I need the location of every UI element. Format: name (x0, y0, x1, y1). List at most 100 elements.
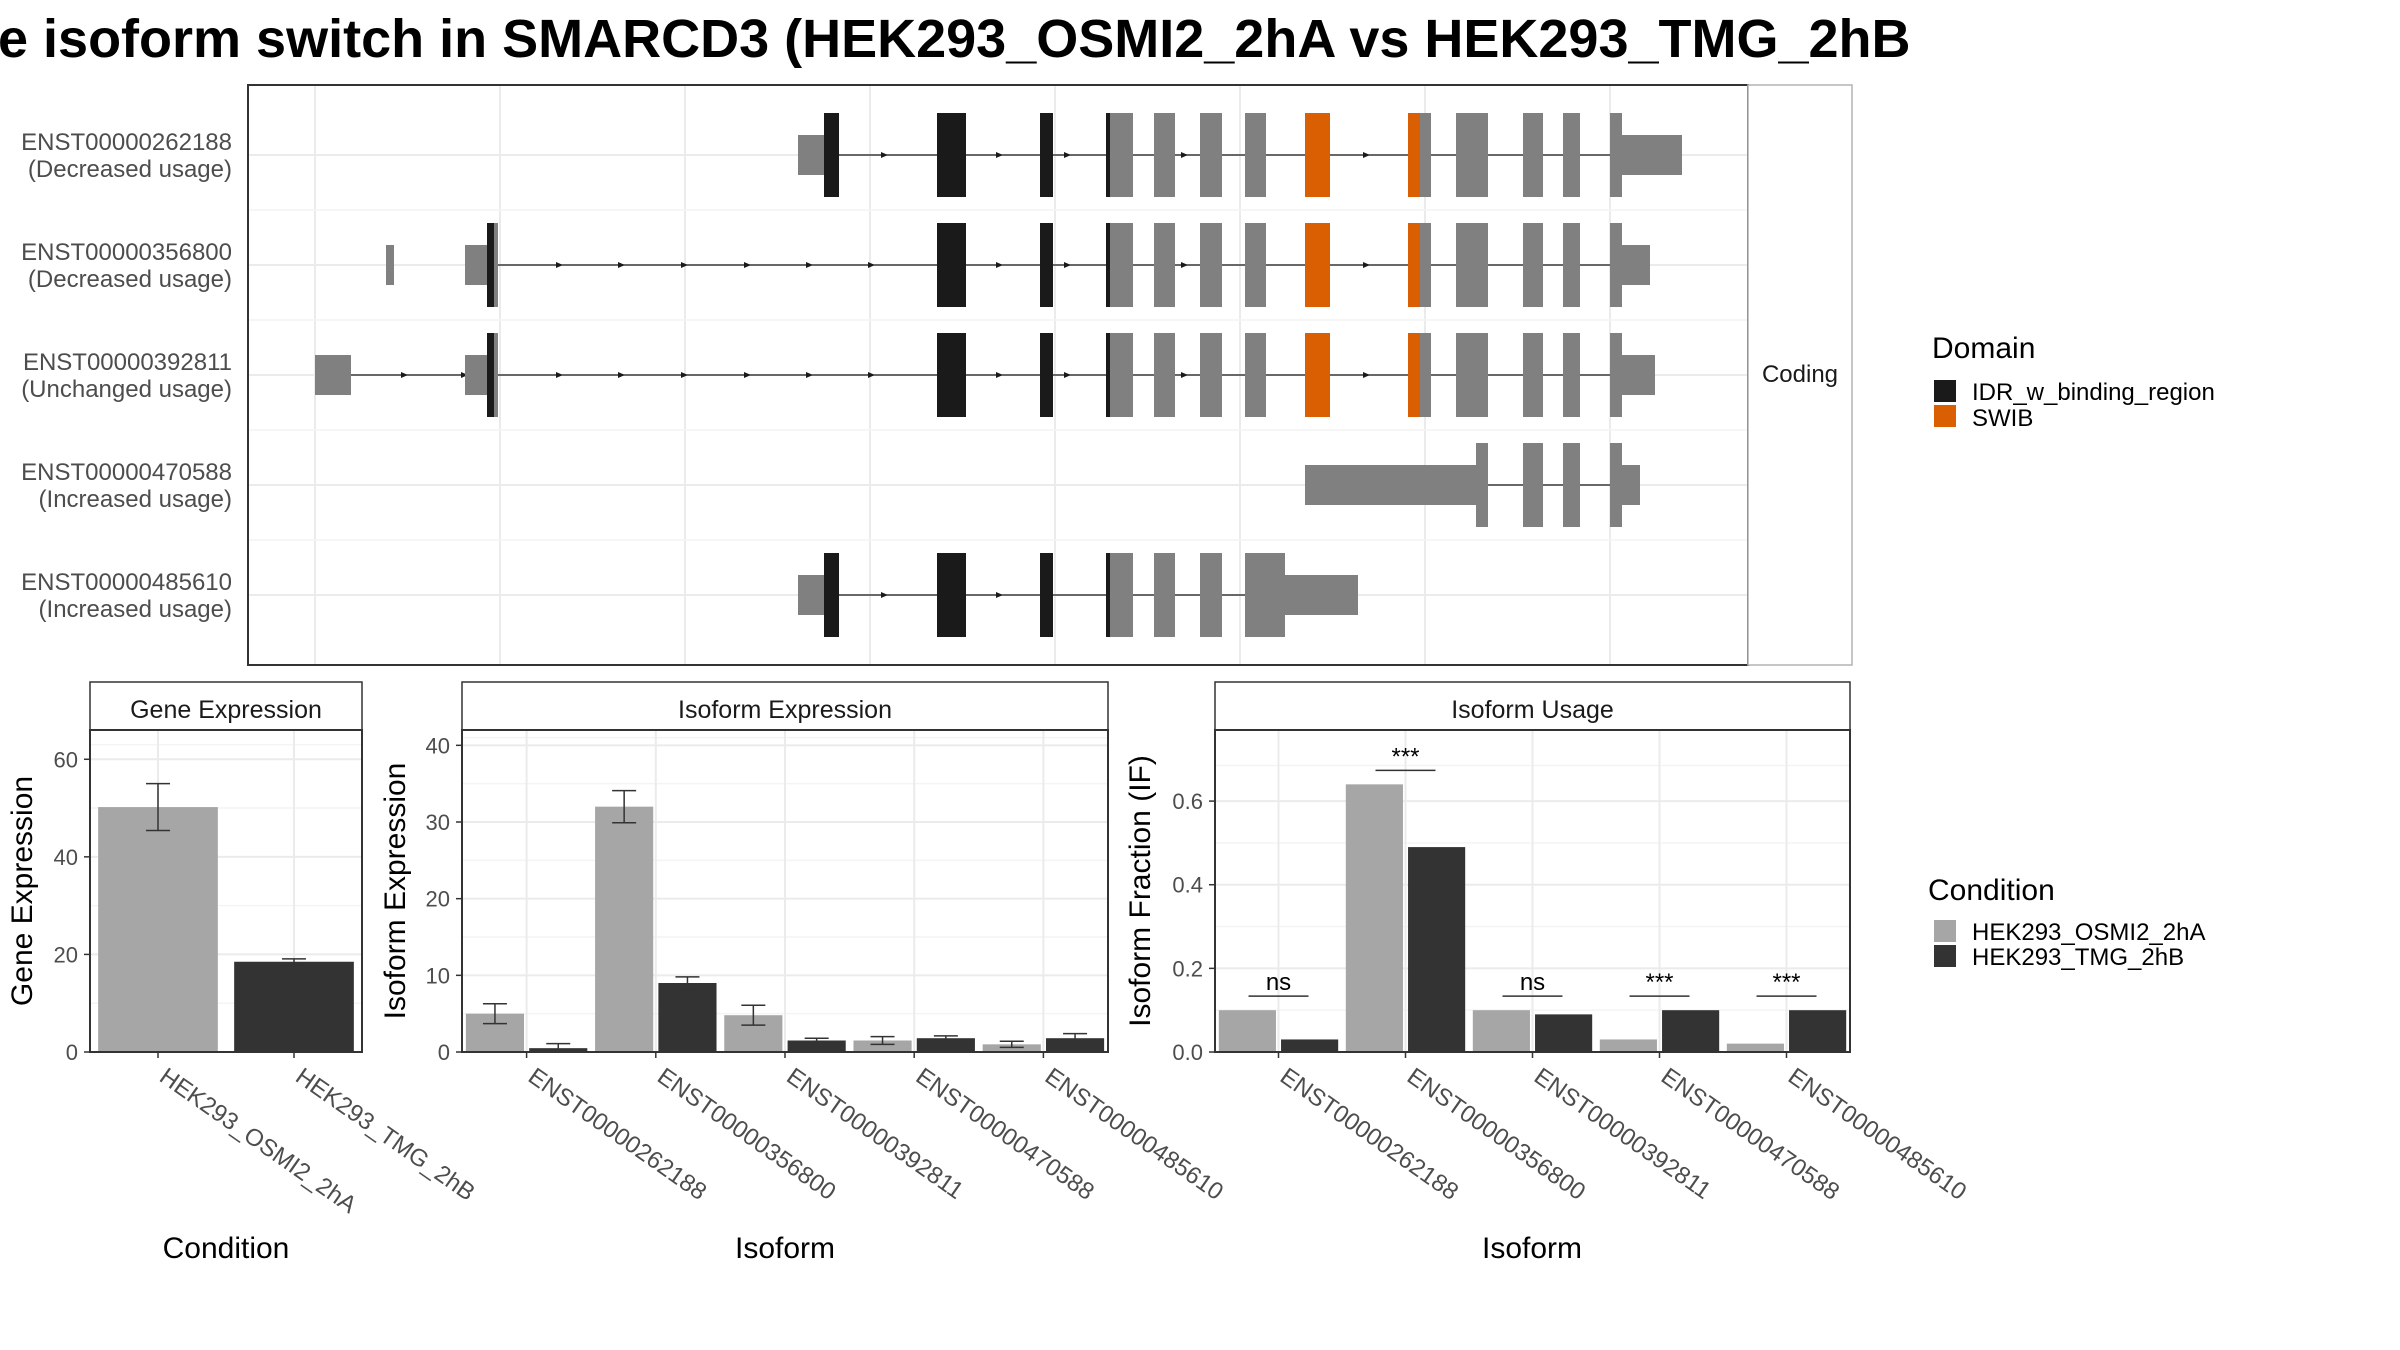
exon-block (487, 333, 494, 417)
exon-block (1420, 113, 1431, 197)
isoform-expression-chart: Isoform Expression010203040ENST000002621… (379, 681, 1228, 1265)
exon-block (1456, 223, 1488, 307)
strand-arrow-icon (744, 372, 751, 378)
transcript-structure (1305, 443, 1640, 527)
legend-label-cond-a: HEK293_OSMI2_2hA (1972, 919, 2205, 946)
panel-strip (461, 681, 1109, 731)
exon-block (1420, 333, 1431, 417)
exon-block (494, 333, 498, 417)
transcript-status-label: (Unchanged usage) (21, 376, 232, 403)
transcript-structures (315, 113, 1682, 637)
exon-block (1106, 333, 1110, 417)
exon-block (798, 135, 824, 175)
transcript-panel: Coding ENST00000262188(Decreased usage)E… (21, 84, 1853, 666)
transcript-status-label: (Increased usage) (39, 486, 232, 513)
exon-block (1305, 465, 1476, 505)
exon-block (1106, 553, 1110, 637)
transcript-structure (386, 223, 1650, 307)
exon-block (1040, 223, 1053, 307)
y-tick-label: 0.4 (1172, 873, 1203, 898)
exon-block (1456, 333, 1488, 417)
exon-block (1245, 223, 1266, 307)
exon-block (1154, 553, 1175, 637)
transcript-status-label: (Increased usage) (39, 596, 232, 623)
exon-block (1285, 575, 1358, 615)
strand-arrow-icon (1363, 152, 1370, 158)
legend-label-cond-b: HEK293_TMG_2hB (1972, 944, 2184, 971)
y-tick-label: 0.0 (1172, 1040, 1203, 1065)
significance-label: *** (1772, 969, 1800, 996)
bar (982, 1044, 1041, 1052)
strand-arrow-icon (996, 262, 1003, 268)
strand-arrow-icon (556, 372, 563, 378)
bar (1281, 1039, 1339, 1052)
exon-block (1154, 223, 1175, 307)
bar (1408, 847, 1466, 1052)
bar (1599, 1039, 1657, 1052)
exon-block (1563, 223, 1580, 307)
exon-block (1200, 333, 1222, 417)
y-tick-label: 20 (54, 942, 78, 967)
y-tick-label: 0.6 (1172, 789, 1203, 814)
strand-arrow-icon (1181, 262, 1188, 268)
legend-key-cond-a (1934, 920, 1956, 942)
y-axis-title: Isoform Expression (379, 763, 412, 1020)
exon-block (1305, 333, 1330, 417)
panel-frame (89, 729, 363, 1053)
transcript-structure (315, 333, 1655, 417)
exon-block (937, 223, 966, 307)
strand-arrow-icon (996, 152, 1003, 158)
bar (1218, 1010, 1276, 1052)
bar (1472, 1010, 1530, 1052)
panel-title: Gene Expression (130, 696, 322, 724)
strand-arrow-icon (1181, 372, 1188, 378)
y-tick-label: 0 (438, 1040, 450, 1065)
exon-block (937, 113, 966, 197)
exon-block (1245, 113, 1266, 197)
bar (1662, 1010, 1720, 1052)
y-tick-label: 60 (54, 747, 78, 772)
exon-block (1610, 333, 1622, 417)
bar (98, 807, 218, 1052)
exon-block (1200, 113, 1222, 197)
strand-arrow-icon (1064, 372, 1071, 378)
panel-title: Isoform Usage (1451, 696, 1614, 724)
panel-strip (89, 681, 363, 731)
transcript-status-label: (Decreased usage) (28, 266, 232, 293)
strand-arrow-icon (1064, 152, 1071, 158)
strand-arrow-icon (618, 262, 625, 268)
transcript-id-label: ENST00000470588 (21, 459, 232, 486)
strand-arrow-icon (881, 152, 888, 158)
exon-block (1106, 223, 1110, 307)
transcript-status-label: (Decreased usage) (28, 156, 232, 183)
strand-arrow-icon (806, 262, 813, 268)
bar (787, 1040, 846, 1052)
exon-block (1610, 223, 1622, 307)
panel-title: Isoform Expression (678, 696, 892, 724)
exon-block (1200, 553, 1222, 637)
exon-block (1476, 443, 1488, 527)
condition-legend: Condition HEK293_OSMI2_2hA HEK293_TMG_2h… (1928, 874, 2205, 971)
transcript-structure (798, 553, 1358, 637)
exon-block (494, 223, 498, 307)
legend-key-cond-b (1934, 945, 1956, 967)
exon-block (1200, 223, 1222, 307)
strand-arrow-icon (681, 262, 688, 268)
domain-legend: Domain IDR_w_binding_region SWIB (1932, 332, 2215, 432)
figure-title: e isoform switch in SMARCD3 (HEK293_OSMI… (0, 9, 1911, 69)
transcript-id-label: ENST00000262188 (21, 129, 232, 156)
exon-block (1305, 223, 1330, 307)
x-axis-title: Isoform (1482, 1232, 1582, 1265)
exon-block (1523, 113, 1543, 197)
exon-block (1408, 223, 1420, 307)
exon-block (1523, 443, 1543, 527)
exon-block (937, 333, 966, 417)
exon-block (1622, 465, 1640, 505)
transcript-id-label: ENST00000356800 (21, 239, 232, 266)
exon-block (465, 245, 487, 285)
strand-arrow-icon (401, 372, 408, 378)
strand-arrow-icon (1064, 262, 1071, 268)
y-tick-label: 0 (66, 1040, 78, 1065)
bar (658, 983, 717, 1052)
